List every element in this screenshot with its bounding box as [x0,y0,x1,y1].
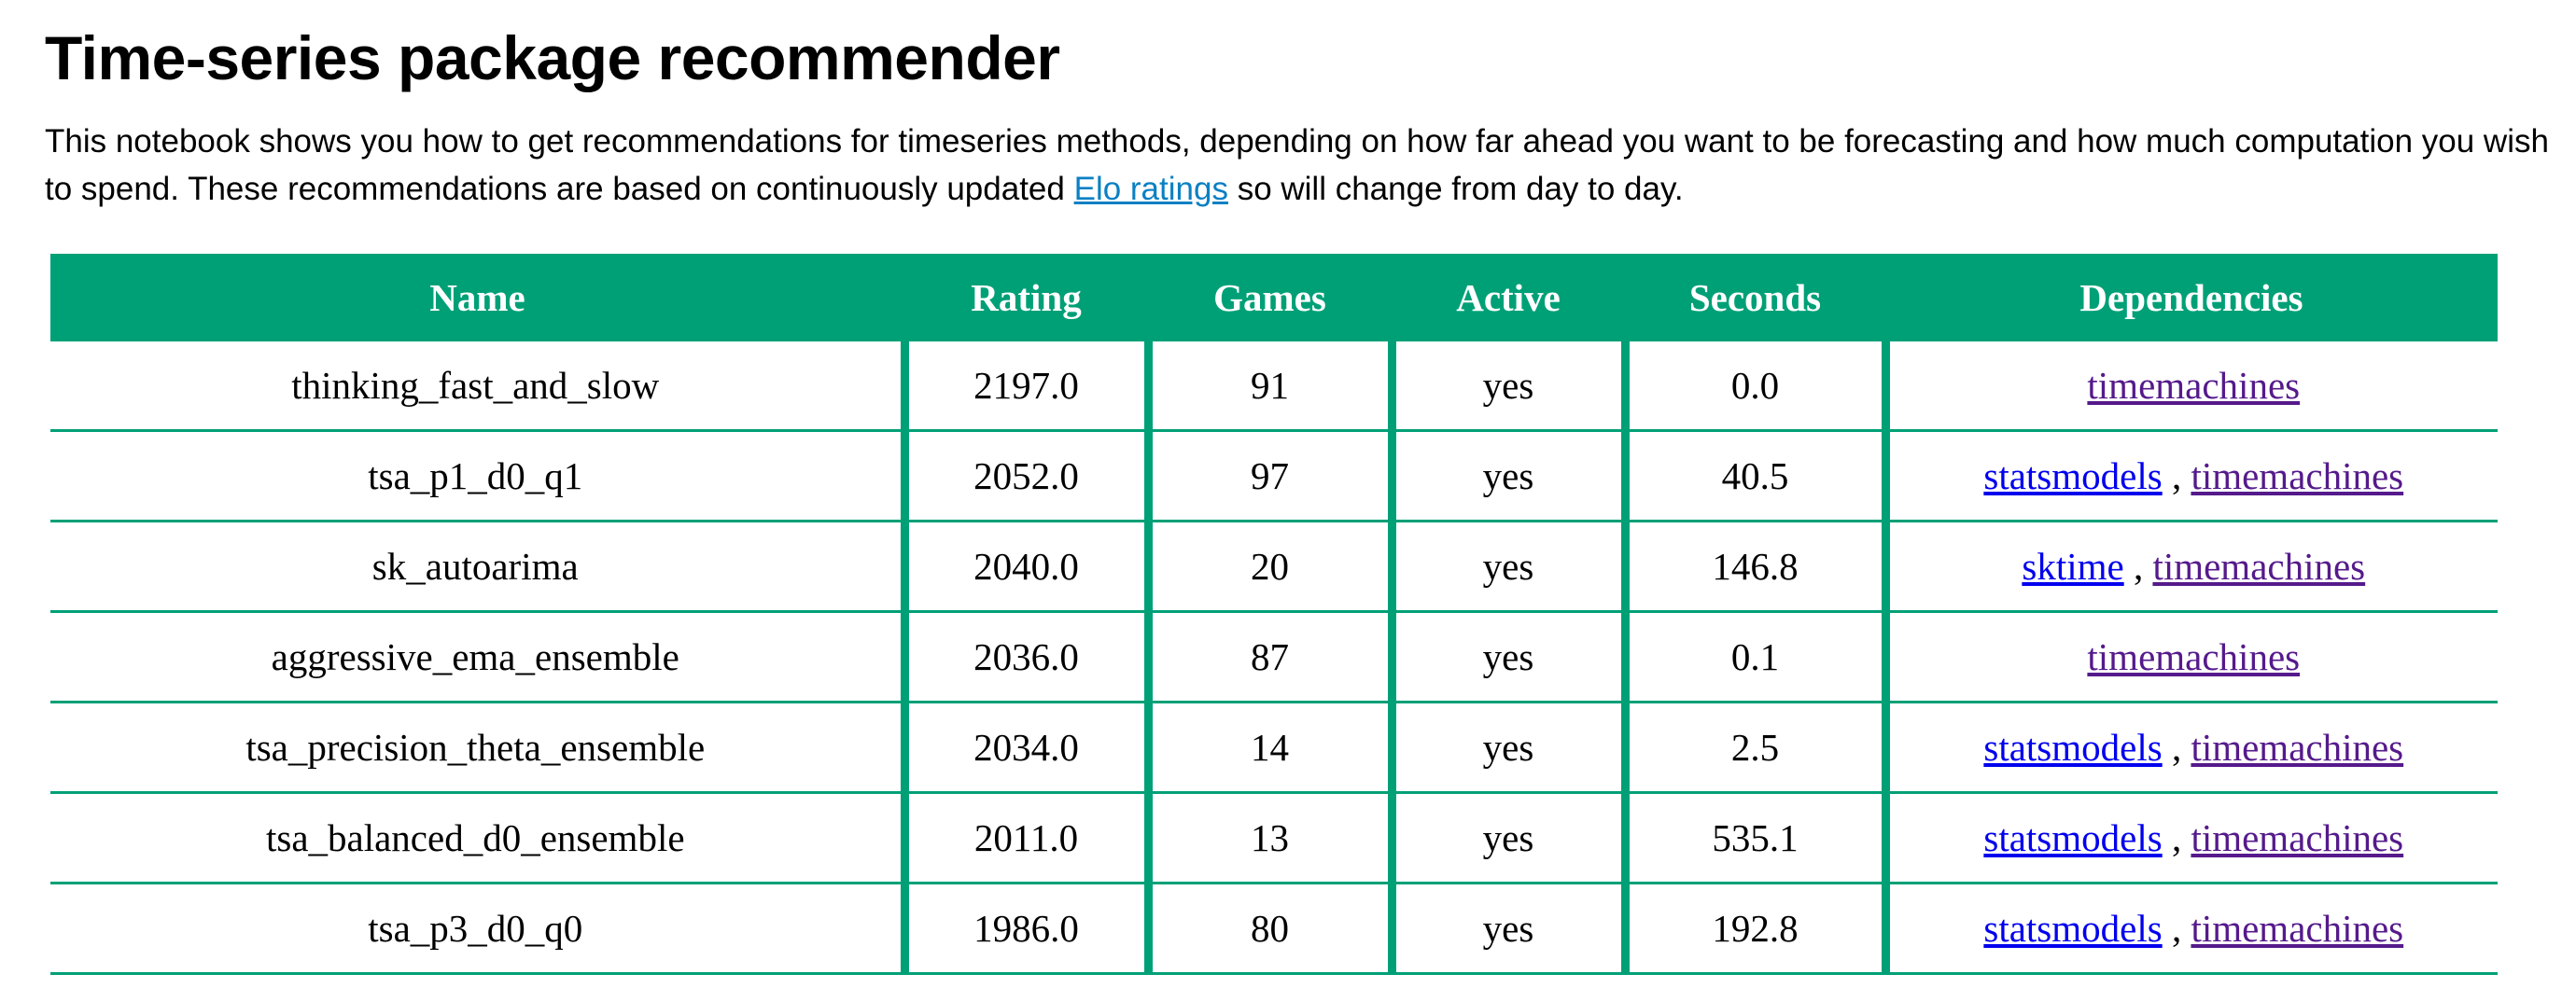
table-header-row: Name Rating Games Active Seconds Depende… [50,254,2498,341]
dependency-link-timemachines[interactable]: timemachines [2087,635,2301,678]
table-row: tsa_p3_d0_q0 1986.0 80 yes 192.8 statsmodels … [50,883,2498,975]
dependency-separator: , [2162,454,2191,497]
cell-games: 13 [1148,792,1396,884]
cell-name: thinking_fast_and_slow [50,341,909,432]
column-header-seconds: Seconds [1625,254,1885,341]
dependency-link-timemachines[interactable]: timemachines [2191,454,2404,497]
intro-paragraph: This notebook shows you how to get recom… [45,118,2576,213]
cell-dependencies: timemachines [1885,341,2498,432]
cell-rating: 2052.0 [904,430,1153,522]
dependency-separator: , [2123,545,2153,588]
cell-dependencies: statsmodels , timemachines [1885,792,2498,884]
dependency-link-timemachines[interactable]: timemachines [2191,816,2404,859]
dependency-link-statsmodels[interactable]: statsmodels [1983,726,2163,769]
dependency-separator: , [2162,907,2191,950]
cell-dependencies: sktime , timemachines [1885,521,2498,613]
cell-name: aggressive_ema_ensemble [50,611,909,703]
table-row: aggressive_ema_ensemble 2036.0 87 yes 0.1 tim… [50,611,2498,703]
cell-games: 14 [1148,702,1396,794]
column-header-dependencies: Dependencies [1885,254,2498,341]
cell-games: 97 [1148,430,1396,522]
column-header-name: Name [50,254,904,341]
cell-seconds: 535.1 [1625,792,1890,884]
intro-text-end: so will change from day to day. [1227,171,1684,207]
cell-seconds: 192.8 [1625,883,1890,975]
column-header-rating: Rating [904,254,1148,341]
cell-seconds: 0.1 [1625,611,1890,703]
cell-seconds: 40.5 [1625,430,1890,522]
recommendations-table: Name Rating Games Active Seconds Depende… [50,254,2498,975]
dependency-link-statsmodels[interactable]: statsmodels [1983,907,2163,950]
cell-name: tsa_p3_d0_q0 [50,883,909,975]
table-row: tsa_balanced_d0_ensemble 2011.0 13 yes 535.1… [50,792,2498,884]
table-row: sk_autoarima 2040.0 20 yes 146.8 sktime , tim… [50,521,2498,613]
cell-name: tsa_precision_theta_ensemble [50,702,909,794]
dependency-link-statsmodels[interactable]: statsmodels [1983,454,2163,497]
dependency-separator: , [2162,816,2191,859]
table-row: tsa_precision_theta_ensemble 2034.0 14 yes 2… [50,702,2498,794]
cell-active: yes [1392,521,1630,613]
cell-rating: 2011.0 [904,792,1153,884]
cell-dependencies: statsmodels , timemachines [1885,883,2498,975]
dependency-link-timemachines[interactable]: timemachines [2152,545,2366,588]
cell-dependencies: statsmodels , timemachines [1885,430,2498,522]
cell-active: yes [1392,341,1630,432]
cell-name: tsa_p1_d0_q1 [50,430,909,522]
cell-seconds: 2.5 [1625,702,1890,794]
dependency-link-timemachines[interactable]: timemachines [2191,726,2404,769]
cell-games: 20 [1148,521,1396,613]
table-body: thinking_fast_and_slow 2197.0 91 yes 0.0 time… [50,341,2498,975]
cell-rating: 2036.0 [904,611,1153,703]
dependency-link-sktime[interactable]: sktime [2022,545,2124,588]
cell-seconds: 0.0 [1625,341,1890,432]
cell-name: tsa_balanced_d0_ensemble [50,792,909,884]
dependency-separator: , [2162,726,2191,769]
cell-name: sk_autoarima [50,521,909,613]
column-header-active: Active [1392,254,1625,341]
cell-active: yes [1392,792,1630,884]
table-row: tsa_p1_d0_q1 2052.0 97 yes 40.5 statsmodels ,… [50,430,2498,522]
dependency-link-timemachines[interactable]: timemachines [2087,364,2301,407]
cell-rating: 2034.0 [904,702,1153,794]
cell-rating: 1986.0 [904,883,1153,975]
cell-seconds: 146.8 [1625,521,1890,613]
cell-games: 87 [1148,611,1396,703]
intro-text: This notebook shows you how to get recom… [45,123,2549,207]
cell-active: yes [1392,883,1630,975]
dependency-link-statsmodels[interactable]: statsmodels [1983,816,2163,859]
dependency-link-timemachines[interactable]: timemachines [2191,907,2404,950]
cell-active: yes [1392,430,1630,522]
table-row: thinking_fast_and_slow 2197.0 91 yes 0.0 time… [50,341,2498,432]
elo-ratings-link[interactable]: Elo ratings [1073,171,1228,207]
cell-rating: 2197.0 [904,341,1153,432]
cell-dependencies: statsmodels , timemachines [1885,702,2498,794]
column-header-games: Games [1148,254,1392,341]
cell-active: yes [1392,702,1630,794]
cell-dependencies: timemachines [1885,611,2498,703]
cell-games: 80 [1148,883,1396,975]
cell-active: yes [1392,611,1630,703]
cell-games: 91 [1148,341,1396,432]
cell-rating: 2040.0 [904,521,1153,613]
page-title: Time-series package recommender [45,23,1060,92]
